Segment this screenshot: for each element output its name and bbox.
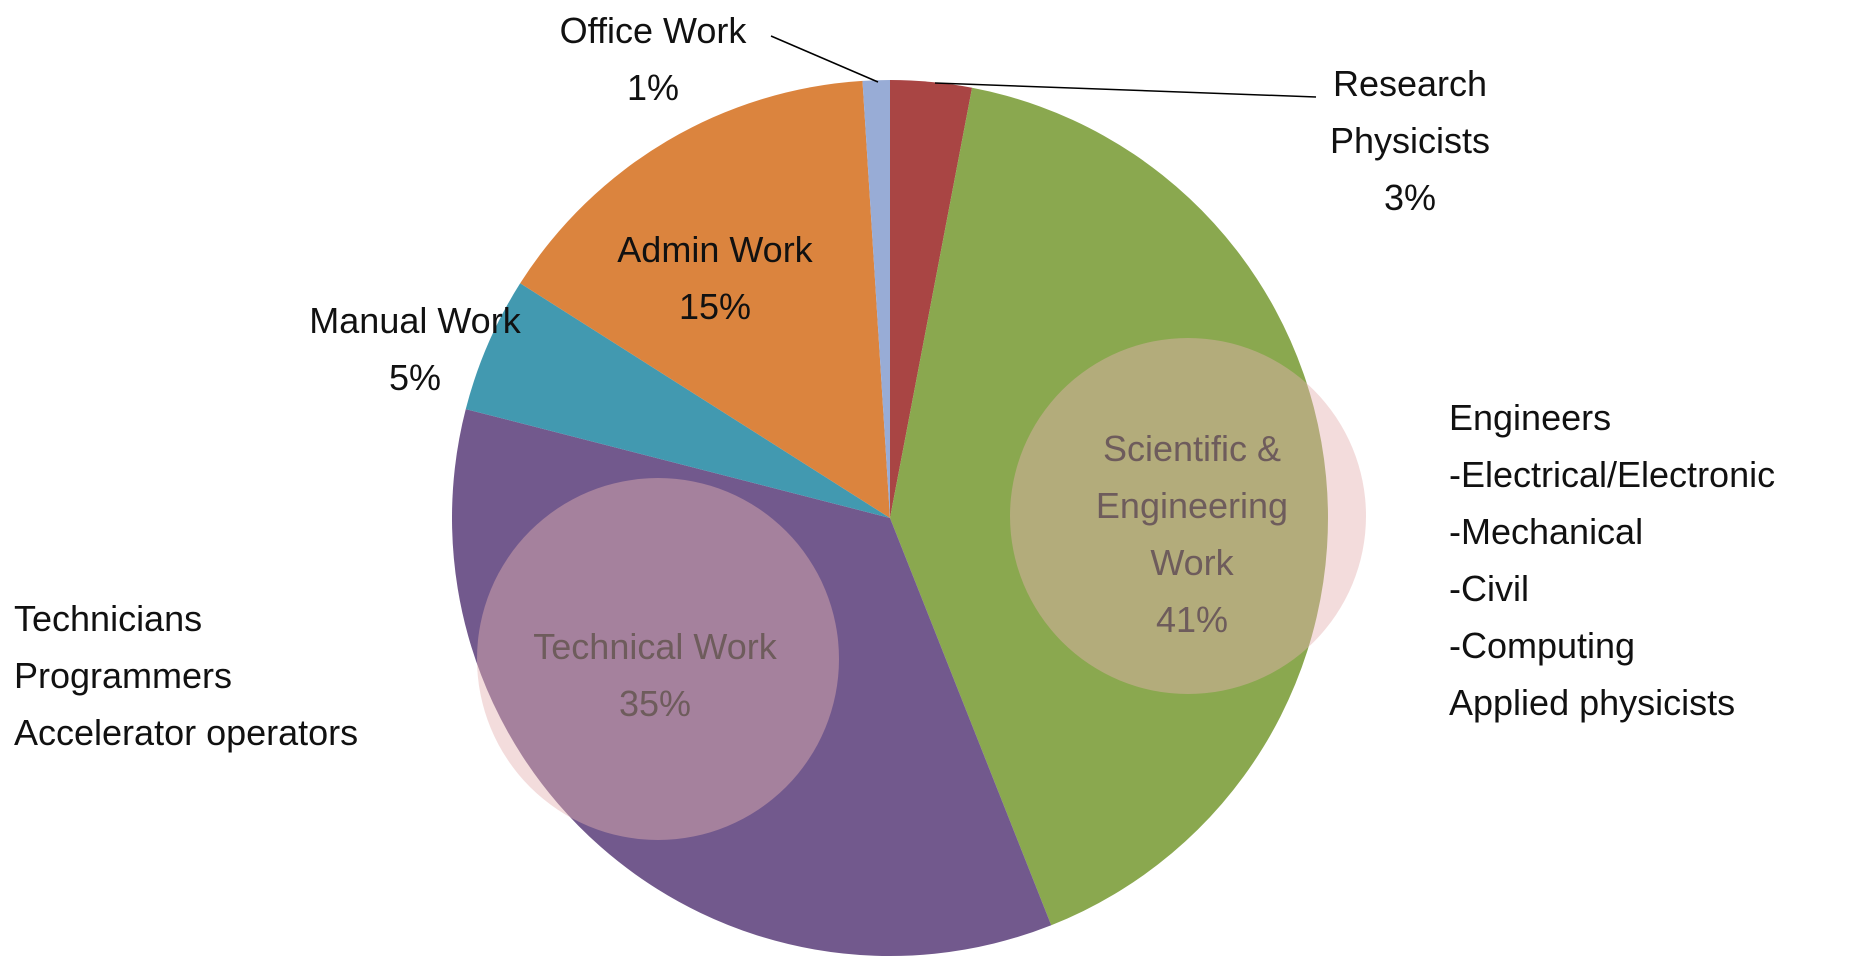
leader-line <box>770 35 879 83</box>
leader-line <box>934 82 1317 98</box>
annotation: Technicians Programmers Accelerator operat… <box>14 590 358 761</box>
highlight-circle <box>477 478 839 840</box>
value-label: 41% <box>1155 599 1229 640</box>
value-label: 5% <box>388 357 442 398</box>
value-label: 3% <box>1383 177 1437 218</box>
annotation-line: -Civil <box>1449 568 1529 609</box>
annotation-line: Technicians <box>14 598 203 639</box>
category-label: Manual Work <box>309 300 521 341</box>
annotation-line: -Computing <box>1449 625 1636 666</box>
value-label: 15% <box>678 286 752 327</box>
pie-slice <box>890 80 973 518</box>
slice-label: Research Physicists 3% <box>1295 55 1525 226</box>
annotation-line: -Electrical/Electronic <box>1449 454 1776 495</box>
pie <box>452 80 1328 956</box>
slice-label: Technical Work 35% <box>490 618 820 732</box>
annotation-line: Applied physicists <box>1449 682 1736 723</box>
slice-label: Manual Work 5% <box>255 292 575 406</box>
highlight-circle <box>1010 338 1366 694</box>
value-label: 1% <box>626 67 680 108</box>
category-label: Office Work <box>559 10 747 51</box>
pie-slice <box>520 80 890 519</box>
category-label: Admin Work <box>617 229 813 270</box>
category-label: Scientific & Engineering Work <box>1095 428 1289 583</box>
annotation-line: Programmers <box>14 655 233 696</box>
annotation-line: -Mechanical <box>1449 511 1644 552</box>
pie-slice <box>862 80 890 518</box>
category-label: Research Physicists <box>1329 63 1491 161</box>
slice-label: Admin Work 15% <box>555 221 875 335</box>
pie-slice <box>890 87 1328 926</box>
annotation-line: Accelerator operators <box>14 712 359 753</box>
slice-label: Office Work 1% <box>523 2 783 116</box>
value-label: 35% <box>618 683 692 724</box>
annotation: Engineers -Electrical/Electronic -Mechanic… <box>1449 389 1775 731</box>
category-label: Technical Work <box>533 626 777 667</box>
pie-slice <box>465 283 890 518</box>
annotation-line: Engineers <box>1449 397 1612 438</box>
pie-slice <box>452 409 1052 956</box>
slice-label: Scientific & Engineering Work 41% <box>1067 420 1317 648</box>
